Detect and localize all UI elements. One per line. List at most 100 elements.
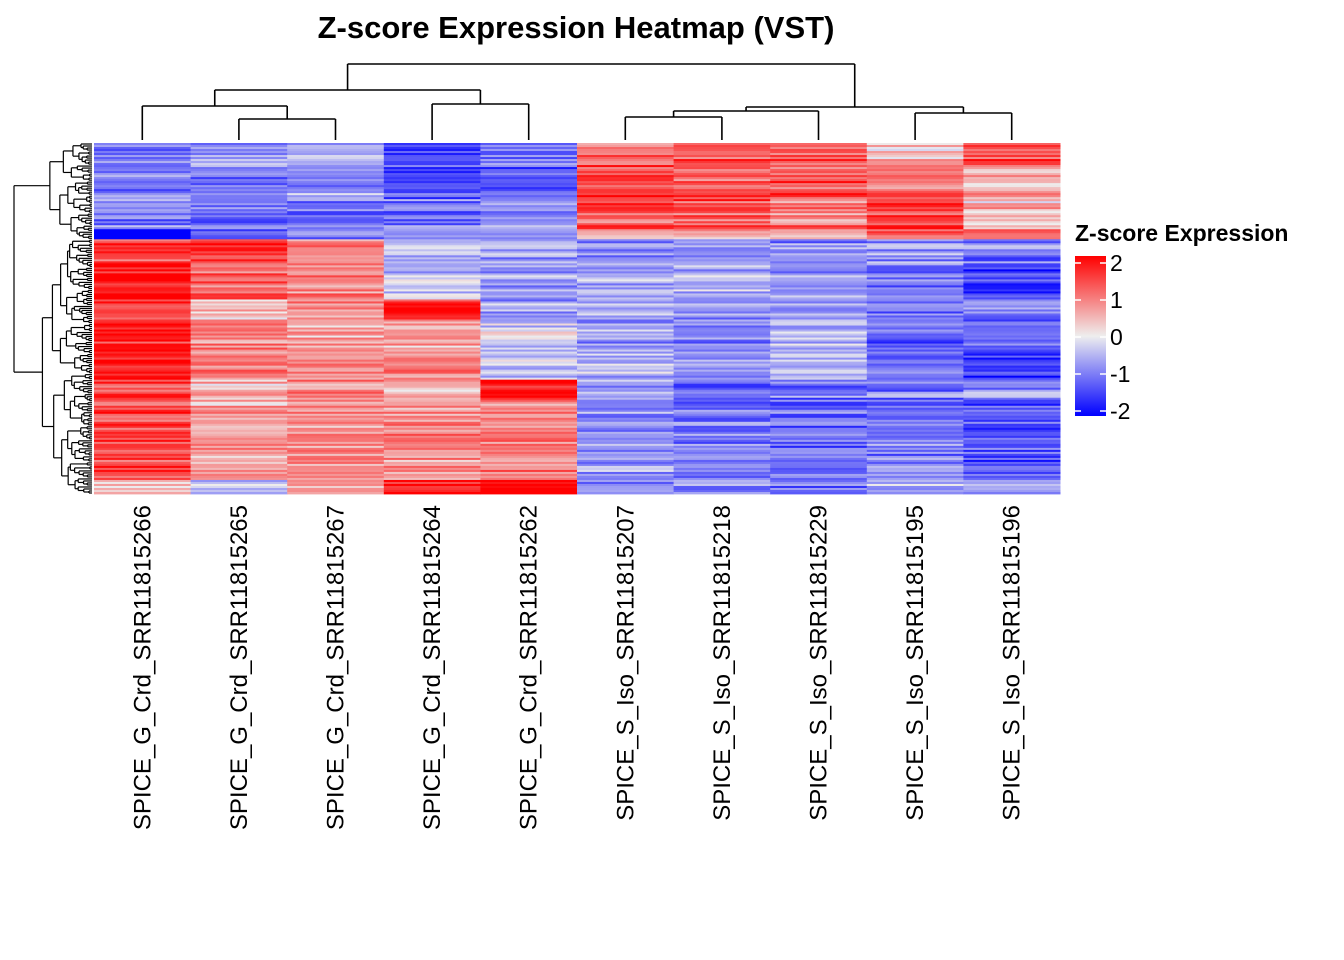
heatmap-cell bbox=[287, 485, 385, 489]
heatmap-cell bbox=[866, 147, 964, 150]
heatmap-cell bbox=[94, 359, 192, 363]
heatmap-cell bbox=[383, 147, 481, 150]
heatmap-cell bbox=[94, 365, 192, 369]
heatmap-cell bbox=[480, 227, 578, 230]
heatmap-cell bbox=[866, 363, 964, 367]
heatmap-cell bbox=[287, 163, 385, 166]
heatmap-cell bbox=[770, 291, 868, 294]
heatmap-cell bbox=[963, 345, 1061, 348]
heatmap-cell bbox=[866, 181, 964, 184]
heatmap-cell bbox=[480, 339, 578, 342]
heatmap-cell bbox=[190, 317, 288, 320]
heatmap-cell bbox=[963, 161, 1061, 164]
heatmap-cell bbox=[577, 387, 675, 391]
heatmap-cell bbox=[480, 259, 578, 262]
heatmap-cell bbox=[383, 269, 481, 272]
heatmap-cell bbox=[480, 435, 578, 439]
heatmap-cell bbox=[94, 481, 192, 485]
heatmap-cell bbox=[770, 479, 868, 483]
heatmap-cell bbox=[480, 467, 578, 471]
heatmap-cell bbox=[190, 473, 288, 477]
heatmap-cell bbox=[94, 425, 192, 429]
heatmap-cell bbox=[94, 225, 192, 228]
heatmap-cell bbox=[963, 329, 1061, 332]
heatmap-cell bbox=[866, 391, 964, 395]
heatmap-cell bbox=[383, 181, 481, 184]
heatmap-cell bbox=[480, 197, 578, 200]
heatmap-cell bbox=[577, 173, 675, 176]
heatmap-cell bbox=[963, 273, 1061, 276]
heatmap-cell bbox=[480, 225, 578, 228]
heatmap-cell bbox=[190, 251, 288, 254]
heatmap-cell bbox=[866, 203, 964, 206]
heatmap-cell bbox=[770, 467, 868, 471]
heatmap-cell bbox=[770, 387, 868, 391]
heatmap-cell bbox=[577, 223, 675, 226]
heatmap-cell bbox=[480, 195, 578, 198]
heatmap-cell bbox=[770, 151, 868, 154]
heatmap-cell bbox=[287, 289, 385, 292]
heatmap-cell bbox=[577, 189, 675, 192]
heatmap-cell bbox=[770, 283, 868, 286]
heatmap-cell bbox=[866, 243, 964, 246]
heatmap-cell bbox=[190, 321, 288, 324]
chart-title: Z-score Expression Heatmap (VST) bbox=[317, 10, 835, 45]
heatmap-cell bbox=[963, 167, 1061, 170]
heatmap-cell bbox=[383, 257, 481, 260]
heatmap-cell bbox=[480, 421, 578, 425]
heatmap-cell bbox=[383, 325, 481, 328]
heatmap-cell bbox=[94, 433, 192, 437]
heatmap-cell bbox=[963, 441, 1061, 445]
heatmap-cell bbox=[383, 367, 481, 371]
heatmap-cell bbox=[577, 335, 675, 338]
heatmap-cell bbox=[383, 333, 481, 336]
heatmap-cell bbox=[94, 487, 192, 491]
heatmap-cell bbox=[480, 243, 578, 246]
heatmap-cell bbox=[383, 395, 481, 399]
heatmap-cell bbox=[287, 243, 385, 246]
heatmap-cell bbox=[190, 383, 288, 387]
heatmap-cell bbox=[287, 469, 385, 473]
heatmap-cell bbox=[480, 185, 578, 188]
heatmap-cell bbox=[94, 395, 192, 399]
heatmap-cell bbox=[287, 301, 385, 304]
heatmap-cell bbox=[577, 459, 675, 463]
heatmap-cell bbox=[673, 305, 771, 308]
heatmap-cell bbox=[287, 215, 385, 218]
heatmap-cell bbox=[866, 261, 964, 264]
heatmap-cell bbox=[287, 435, 385, 439]
heatmap-cell bbox=[770, 349, 868, 352]
heatmap-cell bbox=[190, 219, 288, 222]
heatmap-cell bbox=[287, 393, 385, 397]
heatmap-cell bbox=[287, 321, 385, 324]
heatmap-cell bbox=[480, 163, 578, 166]
heatmap-cell bbox=[94, 343, 192, 346]
heatmap-cell bbox=[866, 325, 964, 328]
heatmap-cell bbox=[770, 171, 868, 174]
heatmap-cell bbox=[94, 217, 192, 220]
heatmap-cell bbox=[770, 191, 868, 194]
heatmap-cell bbox=[383, 467, 481, 471]
heatmap-cell bbox=[673, 193, 771, 196]
heatmap-cell bbox=[287, 155, 385, 158]
heatmap-cell bbox=[190, 401, 288, 405]
heatmap-cell bbox=[94, 357, 192, 361]
heatmap-cell bbox=[963, 225, 1061, 228]
heatmap-cell bbox=[963, 395, 1061, 399]
heatmap-cell bbox=[383, 149, 481, 152]
heatmap-cell bbox=[673, 259, 771, 262]
heatmap-cell bbox=[94, 277, 192, 280]
heatmap-cell bbox=[383, 483, 481, 487]
heatmap-cell bbox=[577, 381, 675, 385]
heatmap-cell bbox=[190, 295, 288, 298]
heatmap-cell bbox=[383, 203, 481, 206]
heatmap-cell bbox=[866, 297, 964, 300]
heatmap-cell bbox=[963, 359, 1061, 363]
heatmap-cell bbox=[480, 429, 578, 433]
heatmap-cell bbox=[673, 271, 771, 274]
heatmap-cell bbox=[963, 227, 1061, 230]
heatmap-cell bbox=[866, 395, 964, 399]
heatmap-cell bbox=[866, 245, 964, 248]
heatmap-cell bbox=[963, 337, 1061, 340]
heatmap-cell bbox=[673, 209, 771, 212]
